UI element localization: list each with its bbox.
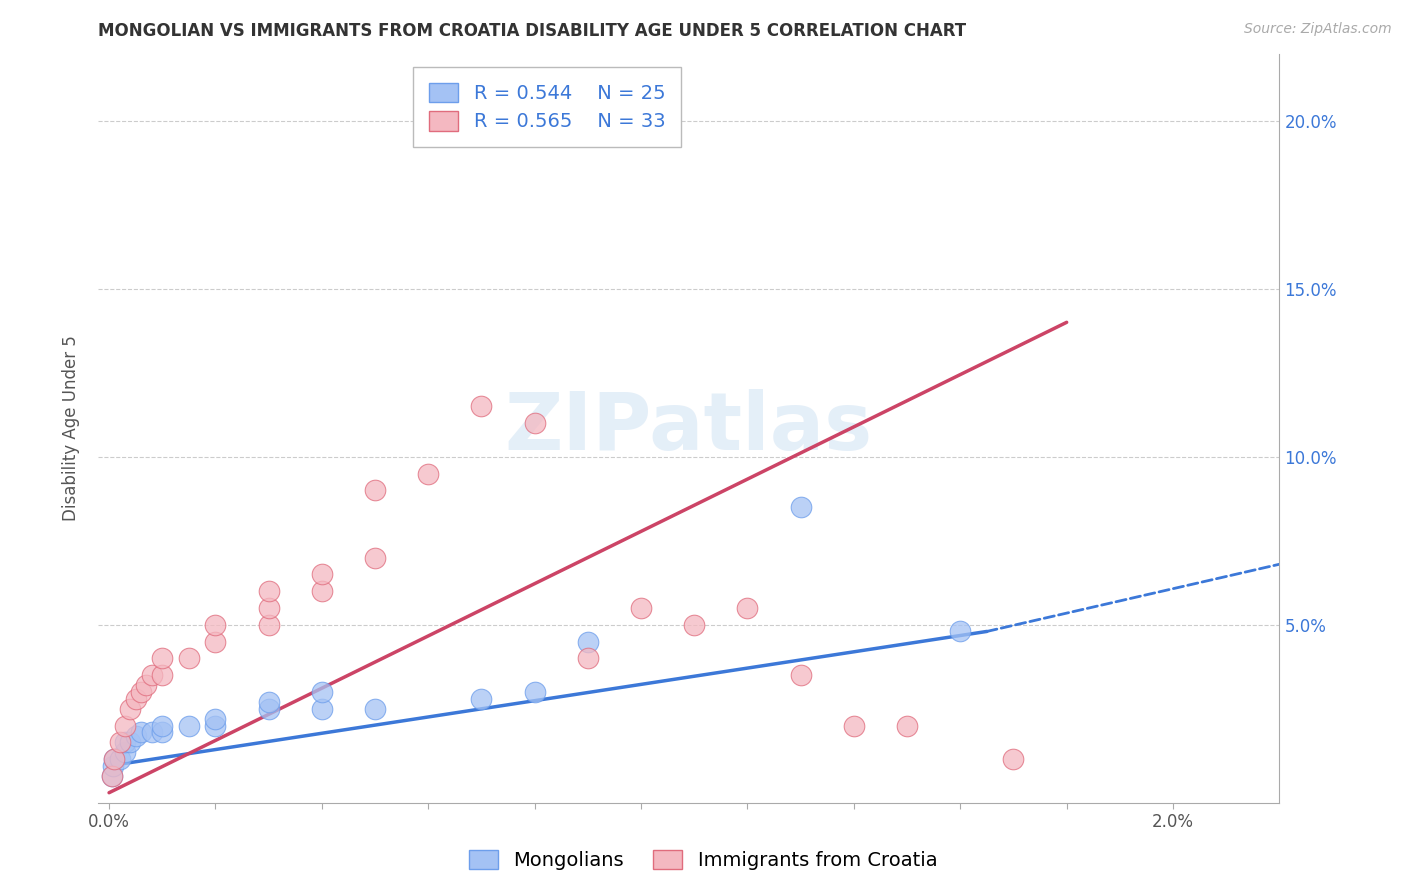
- Point: [311, 567, 333, 582]
- Legend: Mongolians, Immigrants from Croatia: Mongolians, Immigrants from Croatia: [461, 842, 945, 878]
- Point: [150, 651, 173, 665]
- Point: [204, 712, 226, 726]
- Point: [523, 416, 546, 430]
- Point: [737, 601, 759, 615]
- Point: [124, 691, 146, 706]
- Point: [108, 752, 131, 766]
- Point: [523, 685, 546, 699]
- Point: [523, 113, 546, 128]
- Legend: R = 0.544    N = 25, R = 0.565    N = 33: R = 0.544 N = 25, R = 0.565 N = 33: [413, 67, 681, 147]
- Point: [842, 718, 865, 732]
- Point: [949, 624, 972, 639]
- Point: [418, 467, 440, 481]
- Point: [470, 691, 492, 706]
- Point: [114, 735, 136, 749]
- Point: [576, 634, 599, 648]
- Point: [135, 678, 157, 692]
- Point: [470, 400, 492, 414]
- Point: [129, 685, 152, 699]
- Text: ZIPatlas: ZIPatlas: [505, 389, 873, 467]
- Point: [364, 550, 387, 565]
- Point: [204, 634, 226, 648]
- Point: [114, 745, 136, 759]
- Point: [364, 483, 387, 498]
- Point: [103, 752, 125, 766]
- Text: MONGOLIAN VS IMMIGRANTS FROM CROATIA DISABILITY AGE UNDER 5 CORRELATION CHART: MONGOLIAN VS IMMIGRANTS FROM CROATIA DIS…: [98, 22, 966, 40]
- Point: [124, 729, 146, 743]
- Point: [789, 668, 811, 682]
- Point: [257, 617, 280, 632]
- Point: [896, 718, 918, 732]
- Point: [257, 702, 280, 716]
- Text: Source: ZipAtlas.com: Source: ZipAtlas.com: [1244, 22, 1392, 37]
- Point: [100, 769, 122, 783]
- Point: [683, 617, 706, 632]
- Point: [141, 725, 163, 739]
- Point: [789, 500, 811, 515]
- Point: [576, 651, 599, 665]
- Point: [364, 702, 387, 716]
- Point: [100, 769, 122, 783]
- Point: [108, 735, 131, 749]
- Point: [150, 718, 173, 732]
- Point: [150, 668, 173, 682]
- Point: [114, 718, 136, 732]
- Point: [257, 584, 280, 599]
- Point: [177, 718, 200, 732]
- Point: [150, 725, 173, 739]
- Point: [103, 759, 125, 773]
- Point: [257, 695, 280, 709]
- Point: [120, 702, 142, 716]
- Point: [177, 651, 200, 665]
- Point: [1002, 752, 1025, 766]
- Point: [204, 617, 226, 632]
- Point: [630, 601, 652, 615]
- Point: [311, 702, 333, 716]
- Y-axis label: Disability Age Under 5: Disability Age Under 5: [62, 335, 80, 521]
- Point: [120, 735, 142, 749]
- Point: [204, 718, 226, 732]
- Point: [311, 584, 333, 599]
- Point: [257, 601, 280, 615]
- Point: [103, 752, 125, 766]
- Point: [129, 725, 152, 739]
- Point: [141, 668, 163, 682]
- Point: [311, 685, 333, 699]
